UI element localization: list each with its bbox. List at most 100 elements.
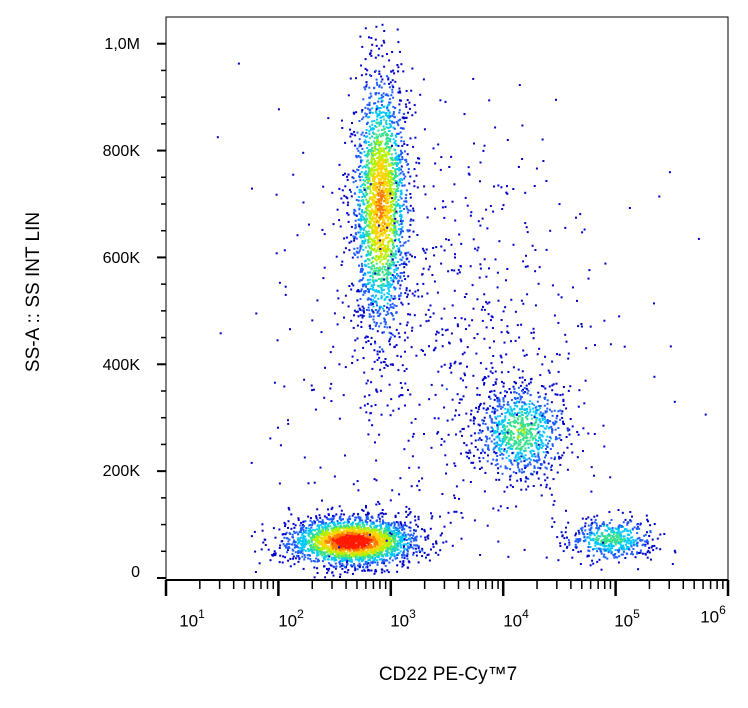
- data-point: [336, 546, 339, 549]
- data-point: [369, 53, 371, 56]
- data-point: [287, 549, 289, 551]
- data-point: [314, 542, 317, 545]
- data-point: [382, 265, 385, 268]
- data-point: [354, 569, 357, 572]
- data-point: [375, 44, 378, 47]
- data-point: [346, 540, 349, 543]
- data-point: [361, 159, 364, 162]
- data-point: [396, 354, 399, 357]
- data-point: [260, 548, 263, 551]
- data-point: [383, 305, 386, 307]
- data-point: [346, 555, 349, 558]
- data-point: [374, 309, 377, 311]
- data-point: [340, 546, 343, 549]
- data-point: [333, 566, 336, 569]
- data-point: [351, 539, 354, 542]
- data-point: [380, 244, 383, 246]
- data-point: [387, 171, 390, 174]
- data-point: [387, 571, 390, 574]
- data-point: [373, 241, 376, 244]
- data-point: [388, 190, 391, 192]
- data-point: [379, 190, 382, 193]
- data-point: [382, 283, 385, 286]
- data-point: [309, 543, 312, 546]
- data-point: [308, 541, 311, 544]
- data-point: [379, 523, 382, 526]
- data-point: [374, 533, 376, 536]
- data-point: [385, 123, 388, 126]
- data-point: [346, 527, 349, 530]
- data-point: [402, 140, 405, 143]
- data-point: [365, 207, 368, 210]
- data-point: [364, 240, 367, 242]
- data-point: [393, 550, 396, 553]
- data-point: [352, 169, 355, 172]
- data-point: [358, 191, 361, 194]
- data-point: [387, 210, 390, 213]
- data-point: [362, 555, 365, 558]
- data-point: [343, 524, 346, 527]
- data-point: [331, 539, 334, 542]
- data-point: [308, 530, 310, 532]
- data-point: [408, 561, 411, 564]
- data-point: [366, 511, 369, 514]
- data-point: [388, 180, 390, 183]
- data-point: [334, 562, 337, 565]
- data-point: [392, 549, 395, 552]
- data-point: [386, 247, 389, 250]
- data-point: [399, 149, 402, 152]
- data-point: [366, 532, 369, 535]
- data-point: [359, 236, 362, 238]
- data-point: [302, 534, 305, 537]
- data-point: [380, 148, 383, 151]
- data-point: [398, 238, 401, 241]
- data-point: [342, 547, 345, 550]
- data-point: [404, 241, 407, 244]
- data-point: [374, 56, 377, 59]
- data-point: [401, 528, 404, 531]
- data-point: [357, 315, 360, 318]
- data-point: [368, 144, 371, 147]
- data-point: [389, 249, 392, 252]
- data-point: [401, 563, 404, 565]
- data-point: [385, 132, 388, 135]
- data-point: [385, 126, 388, 129]
- data-point: [369, 266, 372, 269]
- data-point: [355, 250, 358, 253]
- data-point: [365, 523, 368, 526]
- data-point: [396, 163, 398, 166]
- data-point: [430, 512, 432, 515]
- data-point: [382, 547, 385, 550]
- data-point: [373, 534, 376, 537]
- data-point: [297, 540, 300, 543]
- data-point: [394, 256, 397, 259]
- data-point: [398, 87, 401, 90]
- data-point: [314, 539, 317, 542]
- data-point: [394, 276, 396, 278]
- data-point: [389, 284, 392, 287]
- data-point: [418, 157, 421, 160]
- data-point: [343, 566, 346, 569]
- data-point: [392, 218, 395, 221]
- data-point: [364, 538, 367, 541]
- data-point: [357, 516, 360, 518]
- data-point: [379, 312, 382, 315]
- data-point: [346, 521, 349, 524]
- data-point: [405, 539, 408, 541]
- data-point: [373, 87, 376, 90]
- data-point: [393, 72, 396, 75]
- data-point: [382, 95, 385, 98]
- data-point: [378, 47, 381, 50]
- data-point: [395, 232, 398, 235]
- data-point: [358, 530, 361, 533]
- data-point: [347, 538, 350, 541]
- data-point: [360, 255, 363, 258]
- data-point: [361, 234, 364, 237]
- data-point: [362, 293, 365, 296]
- data-point: [367, 297, 370, 300]
- data-point: [394, 516, 397, 519]
- data-point: [378, 558, 381, 561]
- data-point: [406, 550, 409, 553]
- data-point: [413, 538, 416, 541]
- data-point: [382, 111, 385, 114]
